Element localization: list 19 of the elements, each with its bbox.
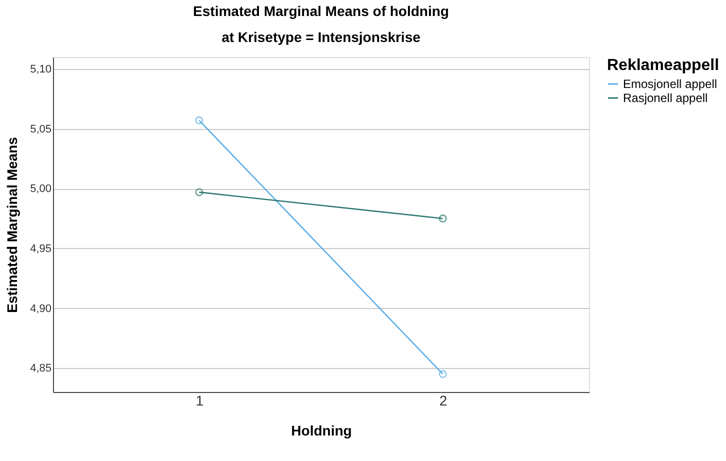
legend-label: Rasjonell appell: [623, 91, 708, 105]
legend-title: Reklameappell: [607, 57, 720, 74]
x-tick-label: 2: [439, 392, 448, 408]
point: [438, 214, 447, 223]
point: [195, 188, 204, 196]
y-tick-label: 4,95: [30, 242, 52, 255]
point: [438, 370, 447, 378]
chart-subtitle: at Krisetype = Intensjonskrise: [222, 29, 421, 45]
y-axis-title: Estimated Marginal Means: [4, 136, 20, 313]
y-tick-label: 5,10: [30, 63, 52, 76]
y-tick-label: 4,85: [30, 362, 52, 375]
y-tick-label: 4,90: [30, 302, 52, 315]
x-tick-label: 1: [196, 392, 204, 408]
point: [195, 116, 204, 124]
chart-title: Estimated Marginal Means of holdning: [193, 3, 449, 19]
y-tick-label: 5,00: [30, 183, 52, 196]
y-tick-label: 5,05: [30, 123, 52, 136]
x-axis-title: Holdning: [291, 422, 352, 438]
legend-label: Emosjonell appell: [623, 77, 718, 91]
